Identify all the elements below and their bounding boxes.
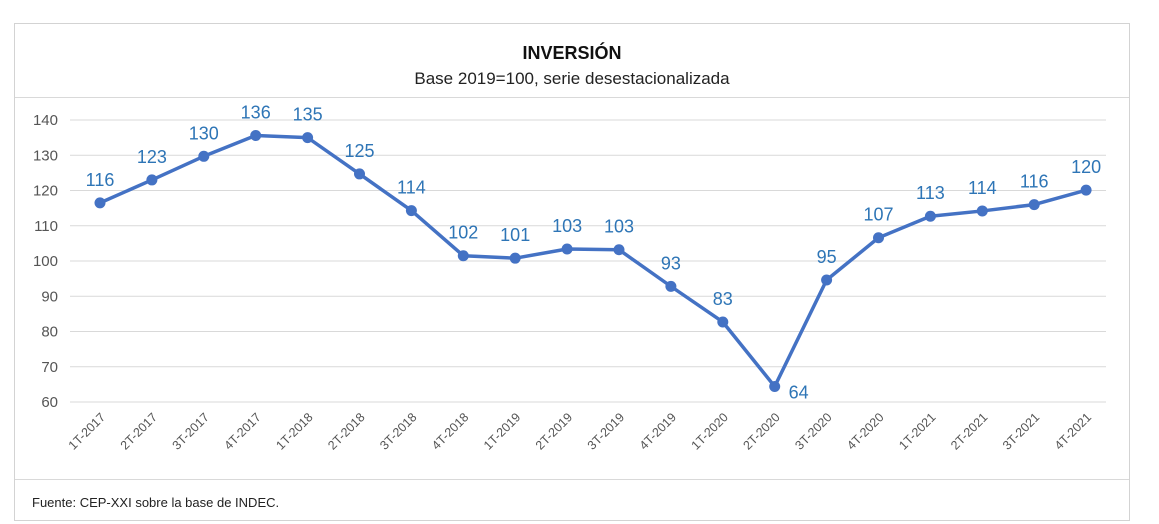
y-tick-label: 110 [34,218,58,235]
data-point [717,316,729,328]
x-tick-label: 3T-2018 [377,410,419,452]
x-tick-label: 1T-2020 [689,410,731,452]
data-point [665,280,677,292]
x-tick-label: 3T-2019 [585,410,627,452]
data-label: 114 [397,178,426,198]
data-point [198,150,210,162]
data-point [769,380,781,392]
y-tick-label: 130 [33,147,58,164]
x-tick-label: 2T-2017 [118,410,160,452]
chart-subtitle: Base 2019=100, serie desestacionalizada [414,69,730,88]
source-note: Fuente: CEP-XXI sobre la base de INDEC. [32,495,280,510]
data-point [873,232,884,244]
data-label: 113 [916,183,945,203]
data-labels: 116 123 130 136 135 125 114 102 101 103 103 93 83 64 9… [86,103,1101,403]
data-label: 103 [552,216,582,236]
x-tick-label: 3T-2021 [1000,410,1042,452]
data-point [821,274,833,286]
data-point [924,210,936,222]
y-tick-label: 140 [33,112,58,129]
x-tick-label: 2T-2021 [948,410,990,452]
x-tick-label: 4T-2020 [844,410,886,452]
x-tick-label: 1T-2021 [896,410,938,452]
x-tick-label: 4T-2019 [637,410,679,452]
x-tick-label: 1T-2017 [66,410,108,452]
data-point [250,130,262,142]
data-label: 101 [500,225,530,245]
data-label: 64 [789,382,809,402]
data-point [613,244,625,256]
y-tick-label: 120 [33,183,58,200]
data-point [146,174,158,186]
data-label: 107 [863,205,893,225]
data-label: 116 [86,170,115,190]
data-point [561,243,573,255]
y-tick-label: 70 [41,359,58,376]
x-tick-label: 2T-2020 [740,410,782,452]
footer-separator [15,479,1129,480]
data-point [1080,184,1092,196]
x-tick-label: 2T-2018 [325,410,367,452]
data-point [509,252,521,264]
grid-lines [70,119,1106,403]
data-label: 130 [189,123,219,143]
data-label: 102 [448,223,478,243]
data-point [94,197,106,209]
data-label: 95 [817,247,837,267]
x-tick-label: 1T-2019 [481,410,523,452]
data-label: 116 [1020,172,1049,192]
series-line-path [98,133,1088,389]
x-tick-label: 2T-2019 [533,410,575,452]
y-tick-label: 100 [33,253,58,270]
data-label: 123 [137,147,167,167]
data-point [302,132,314,144]
data-point [405,205,417,217]
x-tick-label: 4T-2021 [1052,410,1094,452]
x-tick-label: 3T-2017 [170,410,212,452]
data-label: 103 [604,217,634,237]
data-label: 120 [1071,157,1101,177]
x-tick-label: 4T-2017 [221,410,263,452]
y-tick-label: 80 [41,324,58,341]
data-point [976,205,988,217]
chart-frame: INVERSIÓN Base 2019=100, serie desestaci… [14,23,1130,521]
y-tick-label: 60 [41,394,58,411]
data-label: 135 [293,105,323,125]
x-axis-ticks: 1T-2017 2T-2017 3T-2017 4T-2017 1T-2018 2T-20… [66,410,1094,452]
data-label: 93 [661,253,681,273]
x-tick-label: 3T-2020 [792,410,834,452]
y-axis-ticks: 60 70 80 90 100 110 120 130 140 [33,112,58,411]
x-tick-label: 4T-2018 [429,410,471,452]
data-point [457,250,469,262]
header-separator [15,97,1129,98]
data-label: 114 [968,178,997,198]
data-point [1028,199,1040,211]
data-label: 136 [241,103,271,123]
chart-title: INVERSIÓN [522,43,622,63]
x-tick-label: 1T-2018 [273,410,315,452]
y-tick-label: 90 [41,288,58,305]
series-points [94,130,1092,392]
data-point [354,168,365,180]
data-label: 83 [713,289,733,309]
data-label: 125 [344,141,374,161]
series-line [98,133,1088,389]
